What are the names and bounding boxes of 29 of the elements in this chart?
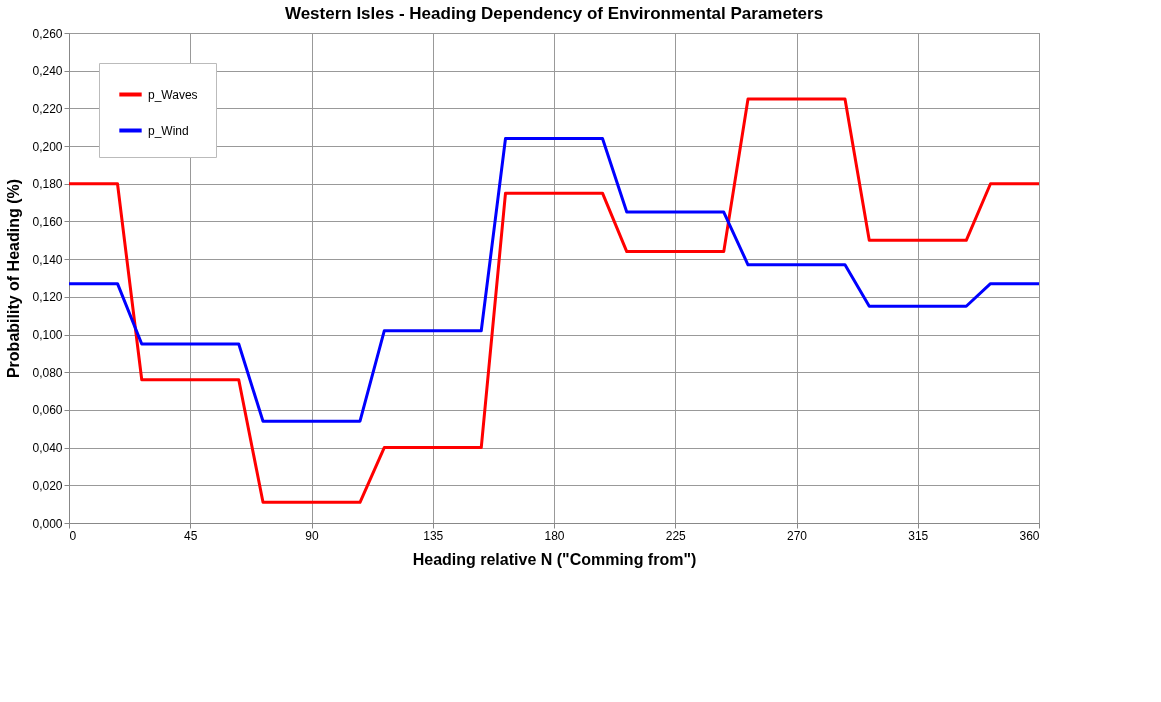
y-tick-label: 0,040 (32, 441, 63, 456)
y-tick-label: 0,060 (32, 403, 63, 418)
y-tick-label: 0,000 (32, 516, 63, 531)
y-tick-label: 0,120 (32, 290, 63, 305)
x-tick-label: 270 (786, 528, 808, 543)
x-tick-label: 180 (544, 528, 565, 543)
y-tick-label: 0,240 (32, 64, 63, 79)
x-tick-label: 45 (184, 528, 198, 543)
x-tick-label: 135 (423, 528, 444, 543)
x-tick-label: 225 (665, 528, 687, 543)
x-tick-label: 315 (908, 528, 929, 543)
legend-label: p_Waves (148, 87, 198, 102)
y-tick-label: 0,020 (32, 478, 63, 493)
x-tick-label: 360 (1019, 528, 1040, 543)
y-tick-label: 0,180 (32, 177, 63, 192)
y-axis-title: Probability of Heading (%) (5, 178, 23, 379)
chart-title: Western Isles - Heading Dependency of Environmental Parameters (284, 4, 824, 23)
x-tick-label: 90 (305, 528, 319, 543)
y-tick-label: 0,260 (32, 26, 63, 41)
y-tick-label: 0,100 (32, 328, 63, 343)
y-tick-label: 0,200 (32, 139, 63, 154)
y-tick-label: 0,160 (32, 214, 63, 229)
x-tick-label: 0 (69, 528, 77, 543)
y-tick-label: 0,080 (32, 365, 63, 380)
line-series (67, 137, 1041, 423)
legend-label: p_Wind (148, 123, 189, 138)
x-axis-title: Heading relative N ("Comming from") (412, 550, 697, 568)
y-tick-label: 0,140 (32, 252, 63, 267)
y-tick-label: 0,220 (32, 101, 63, 116)
